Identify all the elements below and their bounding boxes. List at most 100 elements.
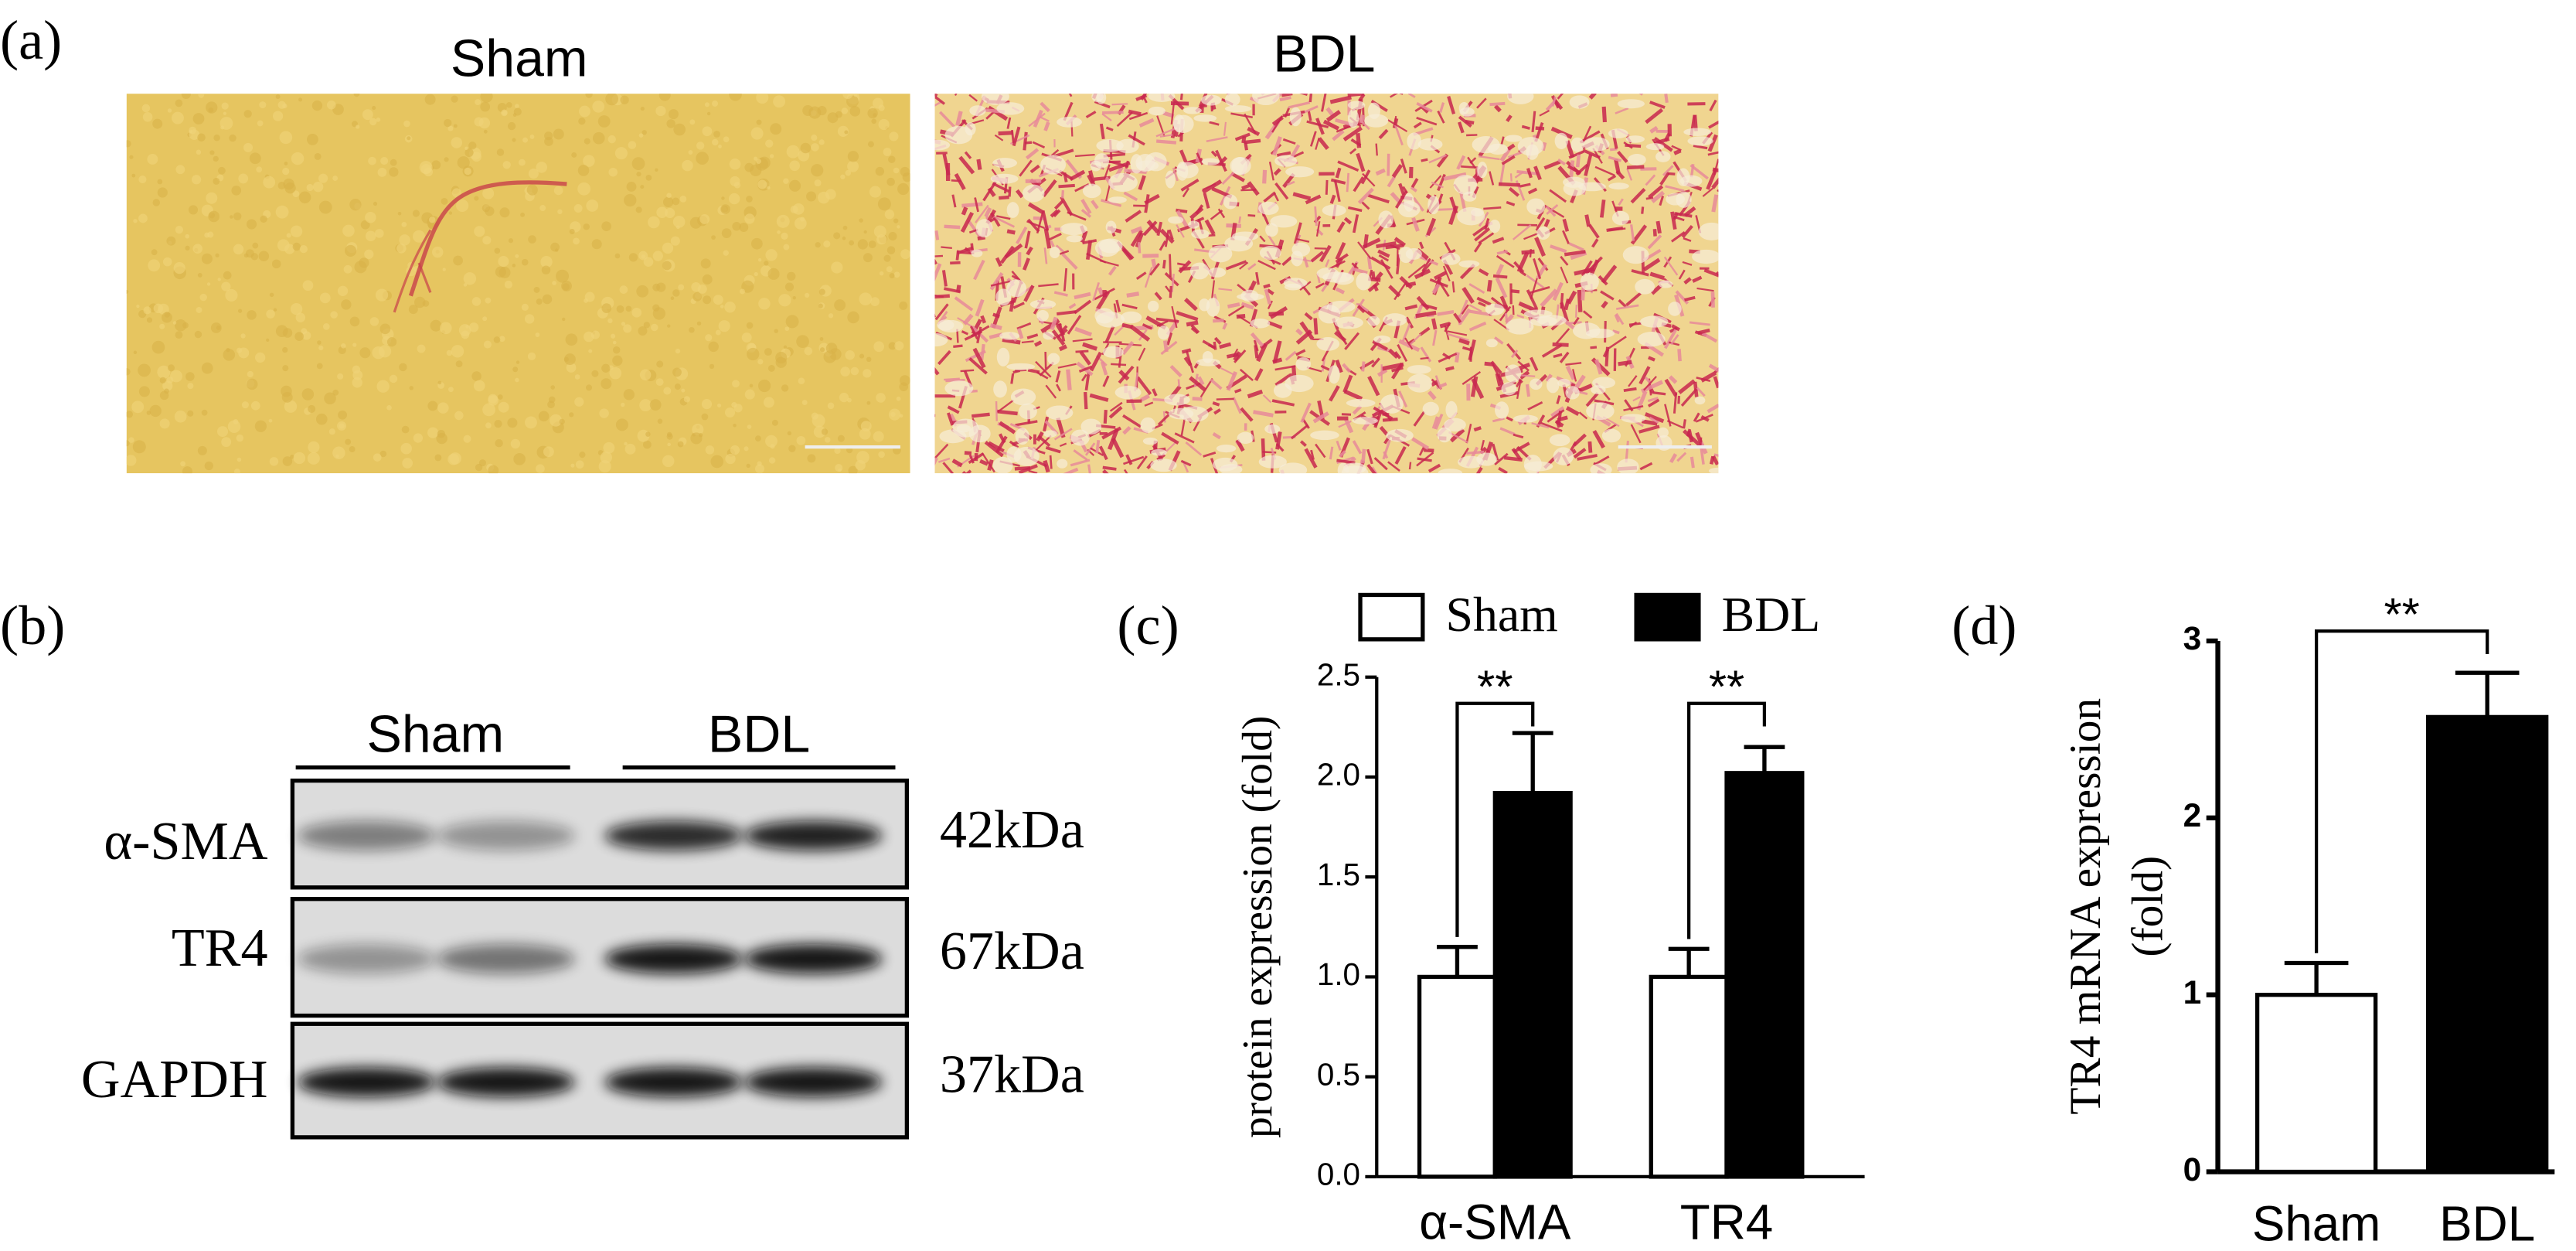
fibrosis bbox=[1696, 287, 1714, 292]
fibrosis bbox=[1166, 332, 1173, 346]
fibrosis bbox=[1029, 164, 1040, 174]
texture bbox=[853, 94, 858, 97]
texture bbox=[1285, 374, 1314, 393]
texture bbox=[584, 298, 588, 303]
texture bbox=[750, 237, 763, 250]
texture bbox=[804, 346, 813, 356]
fibrosis bbox=[1162, 340, 1169, 353]
texture bbox=[749, 383, 754, 388]
texture bbox=[550, 385, 556, 390]
texture bbox=[1102, 346, 1124, 358]
fibrosis bbox=[1420, 356, 1429, 360]
texture bbox=[284, 400, 298, 413]
fibrosis bbox=[1378, 128, 1389, 140]
fibrosis bbox=[1516, 170, 1539, 176]
fibrosis bbox=[1308, 94, 1313, 103]
texture bbox=[188, 205, 199, 215]
fibrosis bbox=[1499, 162, 1506, 186]
texture bbox=[710, 455, 724, 469]
texture bbox=[515, 377, 519, 383]
texture bbox=[217, 166, 226, 175]
fibrosis bbox=[1027, 202, 1045, 215]
fibrosis bbox=[1474, 227, 1491, 242]
fibrosis bbox=[1213, 408, 1221, 415]
fibrosis bbox=[1067, 211, 1087, 221]
fibrosis bbox=[1335, 167, 1342, 179]
texture bbox=[527, 352, 536, 361]
fibrosis bbox=[1513, 433, 1524, 439]
fibrosis bbox=[934, 254, 944, 257]
fibrosis bbox=[1591, 238, 1599, 248]
fibrosis bbox=[1664, 94, 1669, 104]
texture bbox=[763, 397, 774, 408]
fibrosis bbox=[1019, 159, 1033, 177]
texture bbox=[1285, 166, 1315, 178]
fibrosis bbox=[1610, 148, 1618, 152]
texture bbox=[840, 174, 846, 179]
fibrosis bbox=[1552, 342, 1569, 347]
texture bbox=[701, 413, 709, 421]
x-tick-label: Sham bbox=[2252, 1196, 2381, 1251]
texture bbox=[201, 362, 213, 374]
fibrosis bbox=[1447, 96, 1456, 114]
texture bbox=[343, 264, 352, 274]
fibrosis bbox=[1711, 177, 1719, 189]
texture bbox=[624, 443, 636, 455]
fibrosis bbox=[1171, 273, 1175, 292]
texture bbox=[934, 332, 948, 347]
fibrosis bbox=[934, 313, 936, 318]
texture bbox=[756, 119, 762, 125]
fibrosis bbox=[1212, 432, 1221, 440]
fibrosis bbox=[1555, 328, 1570, 344]
fibrosis bbox=[1321, 357, 1326, 372]
fibrosis bbox=[1035, 360, 1052, 378]
fibrosis bbox=[1711, 455, 1719, 465]
texture bbox=[757, 179, 767, 189]
fibrosis bbox=[1421, 257, 1431, 272]
fibrosis bbox=[1469, 157, 1477, 164]
fibrosis bbox=[934, 457, 938, 466]
texture bbox=[175, 226, 184, 234]
texture bbox=[641, 130, 647, 135]
texture bbox=[1437, 427, 1452, 443]
texture bbox=[282, 346, 288, 353]
fibrosis bbox=[951, 458, 963, 468]
texture bbox=[889, 273, 895, 279]
texture bbox=[1316, 337, 1340, 351]
texture bbox=[638, 326, 648, 336]
texture bbox=[649, 399, 662, 411]
texture bbox=[1090, 160, 1101, 172]
texture bbox=[157, 187, 168, 198]
texture bbox=[640, 106, 645, 111]
fibrosis bbox=[942, 462, 954, 474]
fibrosis bbox=[990, 280, 1011, 287]
fibrosis bbox=[1336, 440, 1342, 451]
fibrosis bbox=[1612, 329, 1620, 335]
fibrosis bbox=[999, 421, 1016, 435]
fibrosis bbox=[1693, 412, 1700, 422]
texture bbox=[850, 366, 859, 376]
texture bbox=[231, 186, 242, 196]
texture bbox=[656, 206, 668, 219]
fibrosis bbox=[1375, 168, 1386, 176]
texture bbox=[247, 310, 257, 320]
texture bbox=[257, 120, 264, 127]
fibrosis bbox=[1683, 419, 1686, 429]
texture bbox=[318, 173, 328, 183]
fibrosis bbox=[1312, 411, 1329, 424]
texture bbox=[174, 319, 187, 332]
texture bbox=[196, 307, 202, 313]
fibrosis bbox=[1427, 390, 1437, 401]
texture bbox=[623, 389, 635, 401]
fibrosis bbox=[973, 259, 985, 281]
fibrosis bbox=[1026, 333, 1039, 339]
fibrosis bbox=[1486, 280, 1492, 292]
texture bbox=[349, 446, 356, 452]
texture bbox=[996, 347, 1010, 366]
texture bbox=[281, 385, 292, 397]
legend-label: Sham bbox=[1446, 587, 1558, 642]
fibrosis bbox=[1514, 171, 1524, 179]
fibrosis bbox=[1380, 259, 1393, 279]
fibrosis bbox=[1557, 159, 1566, 166]
fibrosis bbox=[1456, 155, 1466, 170]
